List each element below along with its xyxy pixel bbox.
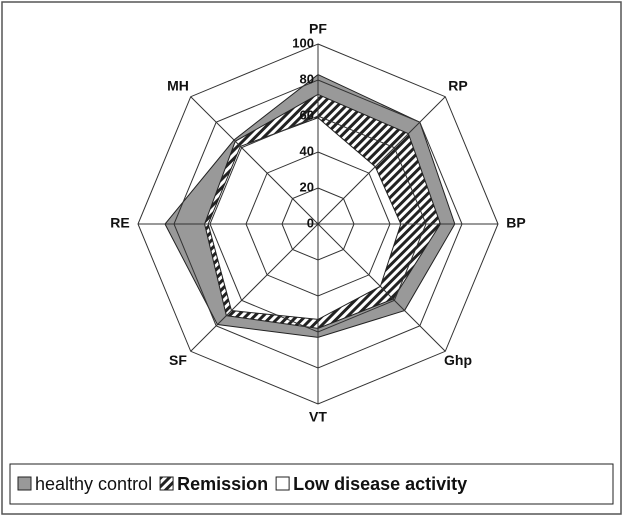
legend-box — [9, 463, 614, 505]
legend-label: Remission — [177, 474, 268, 494]
r-tick-label: 20 — [300, 179, 314, 194]
category-label: Ghp — [444, 352, 472, 368]
category-label: PF — [309, 21, 327, 37]
spoke — [317, 96, 446, 225]
legend: healthy control Remission Low disease acti… — [17, 474, 467, 494]
legend-swatch — [17, 476, 32, 491]
legend-label: healthy control — [35, 474, 152, 494]
r-tick-label: 40 — [300, 143, 314, 158]
plot: PF RP BP Ghp VT SF RE MH 0 20 40 60 80 100 — [110, 21, 525, 425]
category-label: MH — [167, 78, 189, 94]
category-label: SF — [169, 352, 187, 368]
legend-swatch — [275, 476, 290, 491]
r-tick-label: 60 — [300, 107, 314, 122]
r-tick-label: 0 — [307, 215, 314, 230]
category-label: BP — [506, 215, 525, 231]
legend-label: Low disease activity — [293, 474, 467, 494]
spoke — [317, 223, 446, 352]
legend-swatch — [159, 476, 174, 491]
category-label: RE — [110, 215, 129, 231]
category-label: VT — [309, 409, 327, 425]
spoke — [190, 223, 319, 352]
spoke — [190, 96, 319, 225]
category-label: RP — [448, 78, 467, 94]
r-tick-label: 80 — [300, 71, 314, 86]
r-tick-label: 100 — [292, 35, 314, 50]
